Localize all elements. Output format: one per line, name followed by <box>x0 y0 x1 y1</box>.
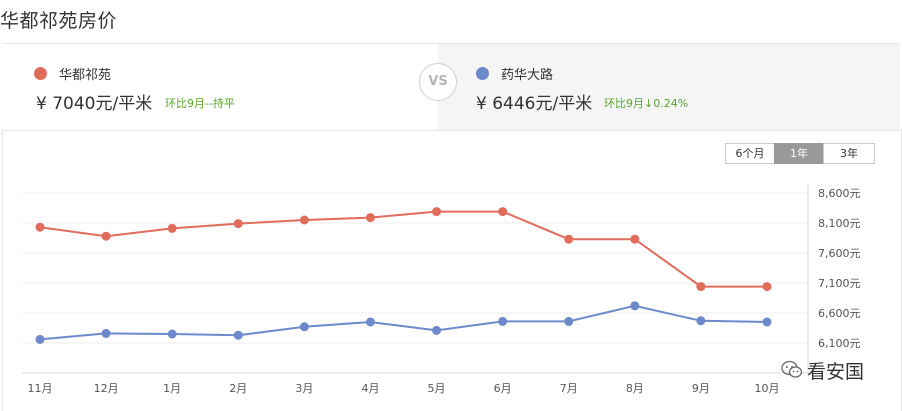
compare-panel-left: 华都祁苑 ¥ 7040元/平米 环比9月--持平 <box>2 44 438 130</box>
x-tick-label: 2月 <box>229 382 247 395</box>
compare-panel-right: 药华大路 ¥ 6446元/平米 环比9月↓0.24% <box>438 44 900 130</box>
compare-delta-left: 环比9月--持平 <box>165 97 235 110</box>
tab-1-year[interactable]: 1年 <box>774 143 824 164</box>
tab-3-years[interactable]: 3年 <box>823 143 875 164</box>
data-point <box>564 234 574 244</box>
series-line <box>39 304 768 341</box>
data-point <box>299 215 309 225</box>
data-point <box>696 316 706 326</box>
x-tick-label: 10月 <box>755 382 780 395</box>
x-tick-label: 11月 <box>28 382 53 395</box>
y-tick-label: 8,100元 <box>818 217 861 230</box>
data-point <box>696 282 706 292</box>
data-point <box>101 231 111 241</box>
data-point <box>762 282 772 292</box>
x-tick-label: 1月 <box>163 382 181 395</box>
x-tick-label: 9月 <box>692 382 710 395</box>
x-tick-label: 8月 <box>626 382 644 395</box>
comparison-bar: 华都祁苑 ¥ 7040元/平米 环比9月--持平 药华大路 ¥ 6446元/平米… <box>2 43 900 131</box>
x-tick-label: 5月 <box>428 382 446 395</box>
data-point <box>762 317 772 327</box>
y-tick-label: 6,600元 <box>818 307 861 320</box>
page-title: 华都祁苑房价 <box>0 10 118 32</box>
x-tick-label: 4月 <box>361 382 379 395</box>
data-point <box>101 328 111 338</box>
data-point <box>630 301 640 311</box>
data-point <box>167 329 177 339</box>
data-point <box>167 223 177 233</box>
watermark: 看安国 <box>781 355 864 385</box>
x-tick-label: 6月 <box>494 382 512 395</box>
y-tick-label: 6,100元 <box>818 337 861 350</box>
data-point <box>630 234 640 244</box>
compare-name-right: 药华大路 <box>501 68 554 83</box>
watermark-text: 看安国 <box>807 360 865 383</box>
series-dot-icon <box>34 67 47 80</box>
x-tick-label: 3月 <box>295 382 313 395</box>
vs-badge: VS <box>419 63 457 101</box>
data-point <box>365 317 375 327</box>
data-point <box>35 222 45 232</box>
wechat-icon <box>781 360 803 378</box>
compare-delta-right: 环比9月↓0.24% <box>604 97 689 110</box>
y-tick-label: 7,600元 <box>818 247 861 260</box>
compare-name-left: 华都祁苑 <box>59 68 112 83</box>
compare-price-left: ¥ 7040元/平米 <box>36 94 153 114</box>
data-point <box>564 316 574 326</box>
series-dot-icon <box>476 67 489 80</box>
data-point <box>233 219 243 229</box>
x-tick-label: 7月 <box>560 382 578 395</box>
data-point <box>432 207 442 217</box>
series-line <box>39 210 767 288</box>
compare-price-right: ¥ 6446元/平米 <box>476 94 593 114</box>
data-point <box>432 325 442 335</box>
data-point <box>498 316 508 326</box>
data-point <box>299 322 309 332</box>
y-tick-label: 8,600元 <box>818 187 861 200</box>
data-point <box>365 213 375 223</box>
data-point <box>498 207 508 217</box>
data-point <box>233 330 243 340</box>
range-tabs: 6个月 1年 3年 <box>725 143 875 164</box>
x-tick-label: 12月 <box>94 382 119 395</box>
data-point <box>35 334 45 344</box>
y-tick-label: 7,100元 <box>818 277 861 290</box>
